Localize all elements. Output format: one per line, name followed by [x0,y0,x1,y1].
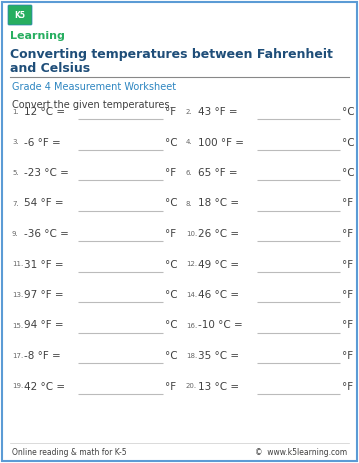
Text: °C: °C [165,290,178,300]
Text: °F: °F [342,382,353,392]
Text: °F: °F [342,199,353,208]
Text: K5: K5 [14,11,25,19]
Text: 13 °C =: 13 °C = [198,382,239,392]
Text: °C: °C [165,320,178,331]
Text: 35 °C =: 35 °C = [198,351,239,361]
Text: 9.: 9. [12,231,19,237]
Text: °F: °F [342,290,353,300]
Text: °F: °F [165,107,176,117]
Text: °C: °C [165,351,178,361]
Text: 1.: 1. [12,109,19,115]
Text: 65 °F =: 65 °F = [198,168,238,178]
Text: 6.: 6. [186,170,193,176]
Text: 12 °C =: 12 °C = [24,107,65,117]
Text: 10.: 10. [186,231,197,237]
Text: 19.: 19. [12,383,23,389]
Text: °F: °F [342,229,353,239]
Text: 18 °C =: 18 °C = [198,199,239,208]
Text: °F: °F [165,382,176,392]
Text: -23 °C =: -23 °C = [24,168,69,178]
Text: °C: °C [342,168,355,178]
Text: 94 °F =: 94 °F = [24,320,64,331]
Text: 11.: 11. [12,262,23,268]
Text: °C: °C [165,138,178,148]
Text: °C: °C [342,138,355,148]
Text: °C: °C [165,199,178,208]
Text: 13.: 13. [12,292,23,298]
Text: 14.: 14. [186,292,197,298]
FancyBboxPatch shape [8,5,32,25]
Text: 100 °F =: 100 °F = [198,138,244,148]
Text: -10 °C =: -10 °C = [198,320,243,331]
Text: °C: °C [165,259,178,269]
Text: 5.: 5. [12,170,19,176]
Text: Converting temperatures between Fahrenheit: Converting temperatures between Fahrenhe… [10,48,333,61]
Text: 26 °C =: 26 °C = [198,229,239,239]
Text: 49 °C =: 49 °C = [198,259,239,269]
Text: ©  www.k5learning.com: © www.k5learning.com [255,448,347,457]
Text: 4.: 4. [186,139,193,145]
Text: 31 °F =: 31 °F = [24,259,64,269]
Text: °F: °F [342,320,353,331]
Text: 54 °F =: 54 °F = [24,199,64,208]
Text: Learning: Learning [10,31,65,41]
Text: 3.: 3. [12,139,19,145]
Text: 20.: 20. [186,383,197,389]
Text: 8.: 8. [186,200,193,206]
Text: 7.: 7. [12,200,19,206]
Text: °F: °F [342,259,353,269]
Text: 97 °F =: 97 °F = [24,290,64,300]
Text: 15.: 15. [12,323,23,329]
Text: °F: °F [165,168,176,178]
Text: 16.: 16. [186,323,197,329]
Text: 18.: 18. [186,353,197,359]
Text: °F: °F [165,229,176,239]
Text: and Celsius: and Celsius [10,62,90,75]
Text: Online reading & math for K-5: Online reading & math for K-5 [12,448,127,457]
Text: 2.: 2. [186,109,193,115]
Text: -36 °C =: -36 °C = [24,229,69,239]
Text: °C: °C [342,107,355,117]
Text: 46 °C =: 46 °C = [198,290,239,300]
Text: 17.: 17. [12,353,23,359]
Text: °F: °F [342,351,353,361]
Text: 42 °C =: 42 °C = [24,382,65,392]
Text: Convert the given temperatures.: Convert the given temperatures. [12,100,173,110]
Text: 12.: 12. [186,262,197,268]
Text: 43 °F =: 43 °F = [198,107,238,117]
Text: -8 °F =: -8 °F = [24,351,61,361]
Text: Grade 4 Measurement Worksheet: Grade 4 Measurement Worksheet [12,82,176,92]
Text: -6 °F =: -6 °F = [24,138,61,148]
